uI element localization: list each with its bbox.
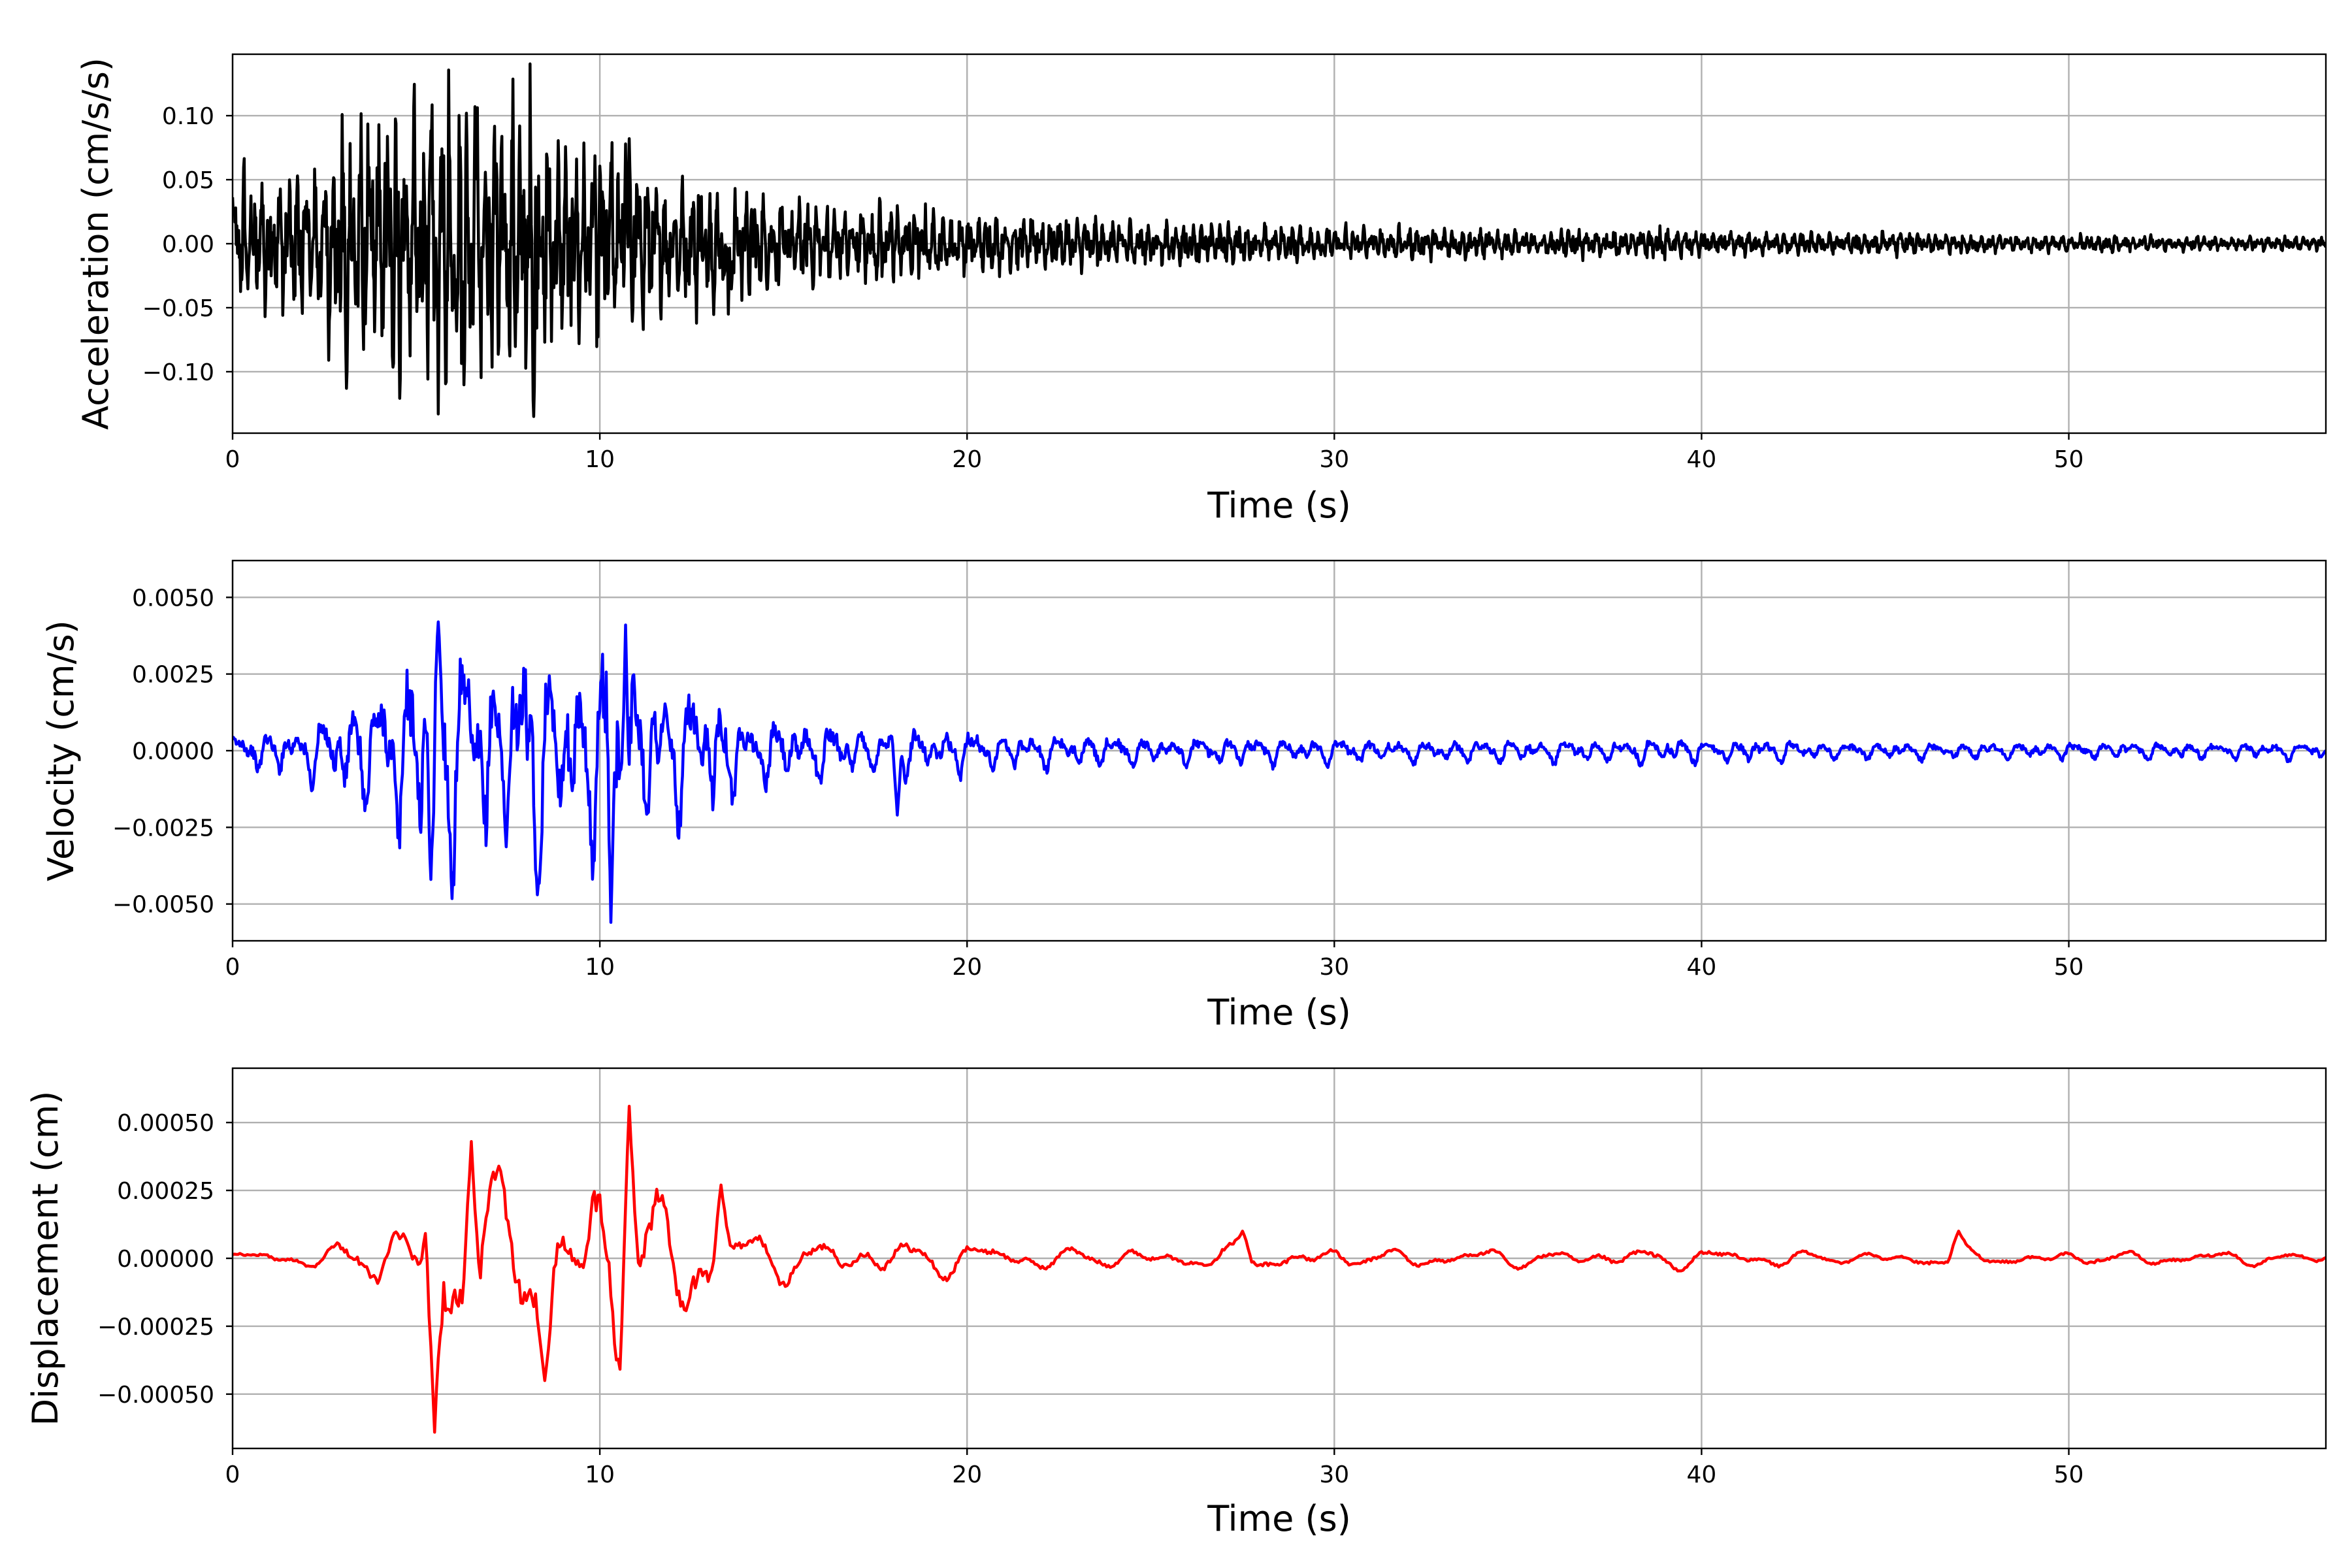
acceleration-x-tick-label: 40: [1687, 446, 1717, 473]
velocity-y-ticks: −0.0050 −0.0025 0.0000 0.0025 0.0050: [112, 585, 233, 919]
acceleration-x-tick-label: 10: [585, 446, 615, 473]
acceleration-y-tick-label: 0.00: [162, 231, 214, 258]
velocity-y-tick-label: −0.0025: [112, 815, 214, 841]
displacement-x-tick-label: 50: [2054, 1462, 2084, 1488]
displacement-y-ticks: −0.00050 −0.00025 0.00000 0.00025 0.00050: [97, 1110, 233, 1409]
velocity-x-tick-label: 10: [585, 954, 615, 981]
velocity-x-tick-label: 20: [952, 954, 982, 981]
acceleration-y-tick-label: −0.05: [142, 295, 214, 322]
velocity-x-tick-label: 40: [1687, 954, 1717, 981]
acceleration-panel: 0 10 20 30 40 50 −0.10 −0.05 0.00 0.05 0.10 Time …: [75, 53, 2327, 526]
velocity-y-tick-label: 0.0000: [132, 738, 214, 765]
displacement-panel: 0 10 20 30 40 50 −0.00050 −0.00025 0.00000 0.000…: [25, 1067, 2327, 1539]
displacement-grid: [231, 1068, 2326, 1448]
acceleration-y-ticks: −0.10 −0.05 0.00 0.05 0.10: [142, 103, 233, 386]
acceleration-y-tick-label: 0.05: [162, 167, 214, 194]
acceleration-y-tick-label: 0.10: [162, 103, 214, 130]
velocity-x-tick-label: 0: [225, 954, 240, 981]
velocity-x-tick-label: 30: [1319, 954, 1349, 981]
velocity-series-line: [233, 620, 2326, 924]
acceleration-x-axis-label: Time (s): [1207, 485, 1351, 526]
acceleration-x-ticks: 0 10 20 30 40 50: [225, 433, 2084, 473]
displacement-y-axis-label: Displacement (cm): [25, 1091, 66, 1426]
velocity-panel: 0 10 20 30 40 50 −0.0050 −0.0025 0.0000 0.0025 0.…: [41, 559, 2327, 1033]
acceleration-x-tick-label: 50: [2054, 446, 2084, 473]
velocity-x-tick-label: 50: [2054, 954, 2084, 981]
displacement-x-tick-label: 10: [585, 1462, 615, 1488]
velocity-grid: [231, 561, 2326, 941]
displacement-y-tick-label: −0.00025: [97, 1314, 214, 1341]
acceleration-x-tick-label: 30: [1319, 446, 1349, 473]
velocity-y-tick-label: 0.0050: [132, 585, 214, 612]
displacement-x-ticks: 0 10 20 30 40 50: [225, 1448, 2084, 1488]
acceleration-x-tick-label: 0: [225, 446, 240, 473]
displacement-x-tick-label: 20: [952, 1462, 982, 1488]
displacement-x-tick-label: 40: [1687, 1462, 1717, 1488]
velocity-y-tick-label: 0.0025: [132, 662, 214, 689]
acceleration-y-tick-label: −0.10: [142, 359, 214, 386]
velocity-x-ticks: 0 10 20 30 40 50: [225, 941, 2084, 981]
displacement-x-tick-label: 0: [225, 1462, 240, 1488]
acceleration-series-line: [233, 62, 2326, 418]
acceleration-x-tick-label: 20: [952, 446, 982, 473]
displacement-y-tick-label: 0.00025: [117, 1178, 214, 1205]
displacement-series-line: [233, 1104, 2326, 1434]
displacement-x-tick-label: 30: [1319, 1462, 1349, 1488]
velocity-y-tick-label: −0.0050: [112, 892, 214, 919]
displacement-y-tick-label: 0.00000: [117, 1246, 214, 1273]
displacement-y-tick-label: 0.00050: [117, 1110, 214, 1137]
displacement-x-axis-label: Time (s): [1207, 1498, 1351, 1539]
velocity-y-axis-label: Velocity (cm/s): [41, 620, 82, 881]
velocity-x-axis-label: Time (s): [1207, 992, 1351, 1033]
acceleration-y-axis-label: Acceleration (cm/s/s): [75, 57, 116, 430]
displacement-y-tick-label: −0.00050: [97, 1382, 214, 1409]
